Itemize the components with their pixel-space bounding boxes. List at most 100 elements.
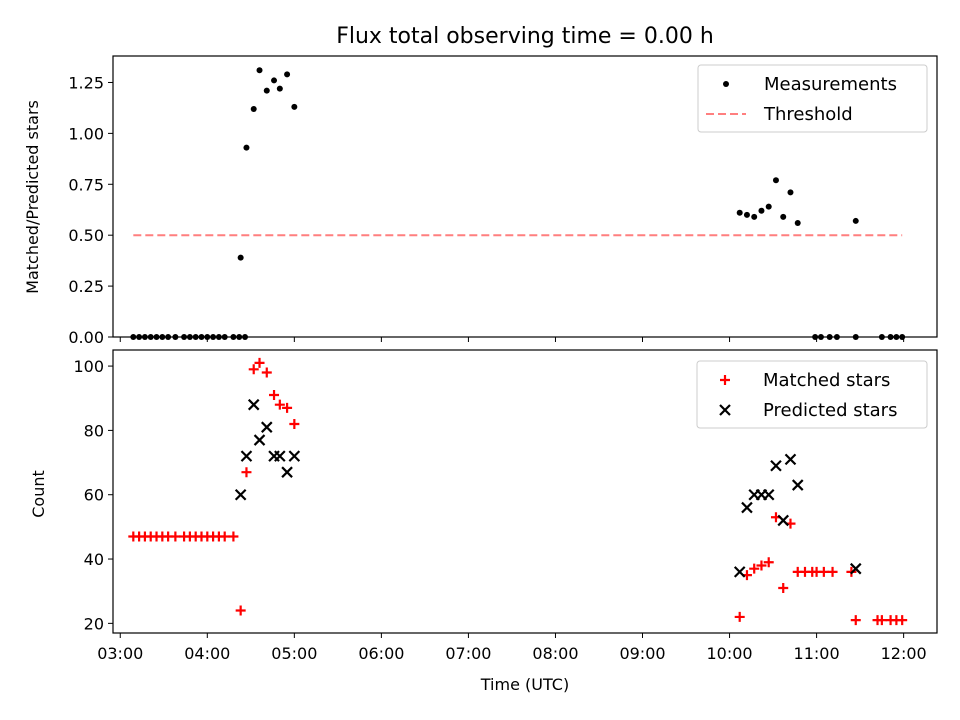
legend-predicted-swatch bbox=[719, 404, 731, 416]
measurement-point bbox=[181, 334, 188, 340]
measurement-point bbox=[736, 209, 743, 216]
legend-measurement-swatch bbox=[723, 81, 729, 87]
y-tick-label: 0.00 bbox=[68, 328, 104, 347]
measurement-point bbox=[772, 177, 779, 184]
predicted-star-point bbox=[281, 466, 293, 478]
matched-star-point bbox=[897, 615, 908, 626]
measurement-point bbox=[787, 189, 794, 196]
y-tick-label: 1.00 bbox=[68, 124, 104, 143]
matched-star-point bbox=[734, 611, 745, 622]
measurement-point bbox=[141, 334, 148, 340]
matched-star-point bbox=[261, 367, 272, 378]
matched-star-point bbox=[269, 390, 280, 401]
x-tick-label: 07:00 bbox=[445, 644, 491, 663]
measurement-point bbox=[271, 77, 278, 84]
measurement-point bbox=[147, 334, 154, 340]
predicted-star-point bbox=[274, 450, 286, 462]
measurement-point bbox=[243, 144, 250, 151]
measurement-point bbox=[242, 334, 249, 340]
legend-label: Predicted stars bbox=[763, 400, 897, 421]
predicted-star-point bbox=[762, 488, 775, 501]
measurement-point bbox=[165, 334, 172, 340]
measurement-point bbox=[256, 67, 263, 74]
measurement-point bbox=[215, 334, 222, 340]
matched-star-point bbox=[248, 364, 259, 375]
measurement-point bbox=[893, 334, 900, 340]
matched-star-point bbox=[228, 531, 239, 542]
measurement-point bbox=[230, 334, 237, 340]
measurement-point bbox=[899, 334, 906, 340]
matched-star-point bbox=[235, 605, 246, 616]
matched-star-point bbox=[274, 399, 285, 410]
predicted-star-point bbox=[849, 562, 862, 575]
y-tick-label: 0.75 bbox=[68, 175, 104, 194]
legend-label: Measurements bbox=[764, 74, 897, 95]
measurement-point bbox=[210, 334, 217, 340]
y-tick-label: 0.25 bbox=[68, 277, 104, 296]
matched-star-point bbox=[289, 418, 300, 429]
upper-panel: 0.00 0.25 0.50 0.75 1.00 1.25 Measurements Thre… bbox=[68, 55, 938, 347]
chart-title: Flux total observing time = 0.00 h bbox=[336, 24, 714, 49]
predicted-star-point bbox=[733, 566, 746, 578]
predicted-star-point bbox=[791, 479, 804, 491]
measurement-point bbox=[159, 334, 166, 340]
x-tick-label: 04:00 bbox=[184, 644, 230, 663]
measurement-point bbox=[204, 334, 211, 340]
measurement-point bbox=[794, 219, 801, 226]
y-tick-label: 80 bbox=[84, 421, 104, 440]
measurement-point bbox=[758, 207, 765, 214]
predicted-star-point bbox=[247, 398, 260, 411]
measurement-point bbox=[136, 334, 143, 340]
measurement-point bbox=[186, 334, 193, 340]
matched-star-point bbox=[763, 557, 774, 568]
matched-star-point bbox=[749, 563, 760, 574]
lower-y-axis-label: Count bbox=[29, 470, 48, 518]
x-tick-label: 12:00 bbox=[881, 644, 927, 663]
x-tick-label: 06:00 bbox=[358, 644, 404, 663]
matched-star-point bbox=[219, 531, 230, 542]
x-tick-label: 10:00 bbox=[706, 644, 752, 663]
matched-star-point bbox=[254, 357, 265, 368]
measurement-point bbox=[826, 334, 833, 340]
measurement-point bbox=[198, 334, 205, 340]
matched-star-point bbox=[876, 615, 887, 626]
x-tick-label: 03:00 bbox=[97, 644, 143, 663]
legend-label: Matched stars bbox=[763, 370, 890, 391]
matched-star-point bbox=[756, 560, 767, 571]
matched-star-point bbox=[778, 582, 789, 593]
legend-box bbox=[697, 64, 928, 133]
legend-label: Threshold bbox=[763, 104, 853, 125]
legend-box bbox=[696, 360, 928, 429]
measurement-point bbox=[276, 85, 283, 92]
x-tick-label: 09:00 bbox=[619, 644, 665, 663]
measurement-point bbox=[172, 334, 179, 340]
lower-panel: 20 40 60 80 100 03:00 04:00 05:00 06:00 07:00 08:0… bbox=[73, 349, 938, 663]
legend-matched-swatch bbox=[720, 375, 730, 385]
measurement-point bbox=[833, 334, 840, 340]
plot-frame bbox=[112, 349, 938, 634]
measurement-point bbox=[221, 334, 228, 340]
x-tick-label: 08:00 bbox=[532, 644, 578, 663]
y-tick-label: 60 bbox=[84, 486, 104, 505]
matched-star-point bbox=[170, 531, 181, 542]
measurement-point bbox=[812, 334, 819, 340]
predicted-star-point bbox=[741, 501, 753, 514]
y-tick-label: 0.50 bbox=[68, 226, 104, 245]
matched-star-point bbox=[850, 615, 861, 626]
measurement-point bbox=[887, 334, 894, 340]
measurement-point bbox=[878, 334, 885, 340]
x-tick-label: 05:00 bbox=[271, 644, 317, 663]
y-tick-label: 1.25 bbox=[68, 73, 104, 92]
measurement-point bbox=[291, 103, 298, 110]
x-tick-label: 11:00 bbox=[794, 644, 840, 663]
y-tick-label: 20 bbox=[84, 614, 104, 633]
measurement-point bbox=[743, 211, 750, 218]
matched-star-point bbox=[818, 566, 829, 577]
measurement-point bbox=[130, 334, 137, 340]
matched-star-point bbox=[827, 566, 838, 577]
predicted-star-point bbox=[770, 459, 782, 472]
predicted-star-point bbox=[260, 421, 273, 433]
measurement-point bbox=[765, 203, 772, 210]
measurement-point bbox=[263, 87, 270, 94]
predicted-star-point bbox=[253, 434, 266, 446]
